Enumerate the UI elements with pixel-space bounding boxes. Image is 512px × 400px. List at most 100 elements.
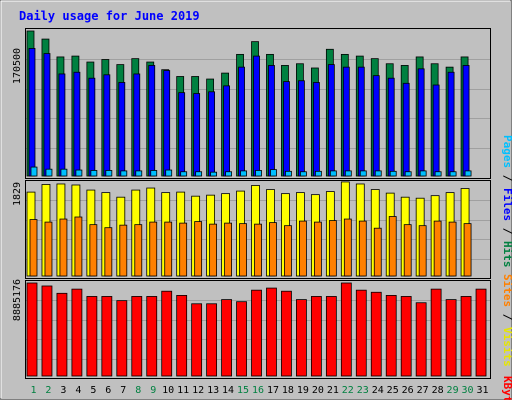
- x-axis-day-label: 18: [282, 385, 294, 396]
- sites-bar: [313, 221, 322, 277]
- visits-sites-bars: [26, 181, 472, 277]
- files-bar: [283, 81, 290, 177]
- x-axis-day-label: 19: [297, 385, 309, 396]
- x-axis-day-label: 8: [135, 385, 141, 396]
- pages-bar: [300, 171, 307, 177]
- sites-bar: [44, 221, 53, 277]
- pages-bar: [270, 169, 277, 177]
- legend-sites: Sites: [501, 274, 512, 307]
- sites-bar: [299, 220, 307, 277]
- pages-bar: [105, 170, 113, 177]
- sites-bar: [448, 221, 457, 277]
- legend-top: Pages / Files / Hits: [501, 135, 512, 268]
- legend-separator-2: /: [501, 228, 512, 235]
- x-axis-day-label: 1: [30, 385, 36, 396]
- pages-bar: [255, 170, 262, 177]
- files-bar: [432, 84, 440, 177]
- sites-bar: [74, 216, 83, 277]
- files-bar: [327, 64, 335, 177]
- x-axis-day-labels: 1 2 3 4 5 6 7 8 9 10 11 12 13 14 15 16 17 18 19 20 21 22 23 24 2…: [30, 385, 488, 396]
- x-axis-day-label: 15: [237, 385, 249, 396]
- x-axis-day-label: 24: [372, 385, 384, 396]
- legend-kbytes: KBytes: [501, 376, 512, 400]
- sites-bar: [284, 225, 292, 277]
- files-bar: [148, 65, 156, 177]
- kbytes-bar: [146, 296, 158, 377]
- kbytes-bar: [340, 282, 352, 377]
- files-bar: [73, 71, 81, 177]
- files-bar: [88, 77, 96, 177]
- kbytes-bar: [176, 295, 188, 377]
- kbytes-bar: [325, 296, 337, 377]
- kbytes-bar: [206, 303, 218, 377]
- pages-bar: [314, 170, 322, 177]
- sites-bar: [59, 218, 68, 277]
- sites-bar: [328, 220, 337, 277]
- x-axis-day-label: 30: [462, 385, 474, 396]
- files-bar: [28, 48, 36, 177]
- pages-bar: [60, 168, 68, 177]
- files-bar: [58, 73, 66, 177]
- sites-bar: [433, 220, 442, 277]
- files-bar: [447, 71, 455, 177]
- pages-bar: [329, 170, 337, 177]
- files-bar: [163, 70, 171, 177]
- kbytes-bars: [26, 282, 487, 377]
- x-axis-day-label: 5: [90, 385, 96, 396]
- pages-bar: [240, 170, 247, 177]
- kbytes-bar: [236, 301, 247, 377]
- pages-bar: [90, 170, 98, 177]
- files-bar: [462, 65, 470, 177]
- files-bar: [178, 92, 186, 177]
- kbytes-bar: [71, 288, 83, 377]
- kbytes-bar: [445, 299, 457, 377]
- pages-bar: [120, 170, 128, 177]
- hits-files-pages-bars: [26, 30, 472, 177]
- pages-bar: [45, 168, 53, 177]
- x-axis-day-label: 3: [60, 385, 66, 396]
- x-axis-day-label: 6: [105, 385, 111, 396]
- x-axis-day-label: 25: [387, 385, 399, 396]
- pages-bar: [359, 170, 367, 177]
- kbytes-bar: [191, 303, 203, 377]
- x-axis-day-label: 4: [75, 385, 81, 396]
- pages-bar: [225, 171, 232, 177]
- x-axis-day-label: 10: [162, 385, 174, 396]
- sites-bar: [269, 222, 277, 277]
- sites-bar: [463, 223, 472, 277]
- kbytes-bar: [385, 295, 397, 377]
- sites-bar: [119, 224, 128, 277]
- pages-bar: [285, 170, 292, 177]
- kbytes-bar: [41, 285, 53, 377]
- x-axis-day-label: 29: [447, 385, 459, 396]
- legend-pages: Pages: [501, 135, 512, 168]
- pages-bar: [75, 169, 83, 177]
- kbytes-bar: [26, 282, 38, 377]
- x-axis-day-label: 26: [402, 385, 414, 396]
- pages-bar: [464, 170, 472, 177]
- files-bar: [372, 75, 380, 177]
- sites-bar: [239, 223, 247, 277]
- kbytes-bar: [131, 296, 143, 377]
- legend-hits: Hits: [501, 241, 512, 268]
- files-bar: [387, 77, 395, 177]
- sites-bar: [164, 221, 173, 277]
- x-axis-day-label: 20: [312, 385, 324, 396]
- sites-bar: [418, 225, 427, 277]
- kbytes-bar: [116, 300, 128, 377]
- files-bar: [342, 66, 350, 177]
- kbytes-bar: [101, 296, 113, 377]
- kbytes-bar: [460, 296, 472, 377]
- x-axis-day-label: 9: [150, 385, 156, 396]
- pages-bar: [165, 169, 173, 177]
- files-bar: [133, 73, 141, 177]
- files-bar: [238, 66, 245, 177]
- x-axis-day-label: 23: [357, 385, 369, 396]
- x-axis-day-label: 14: [222, 385, 234, 396]
- kbytes-bar: [266, 287, 277, 377]
- x-axis-day-label: 16: [252, 385, 264, 396]
- sites-bar: [403, 224, 412, 277]
- kbytes-bar: [251, 289, 262, 377]
- kbytes-y-max-label: 8885176: [12, 279, 23, 321]
